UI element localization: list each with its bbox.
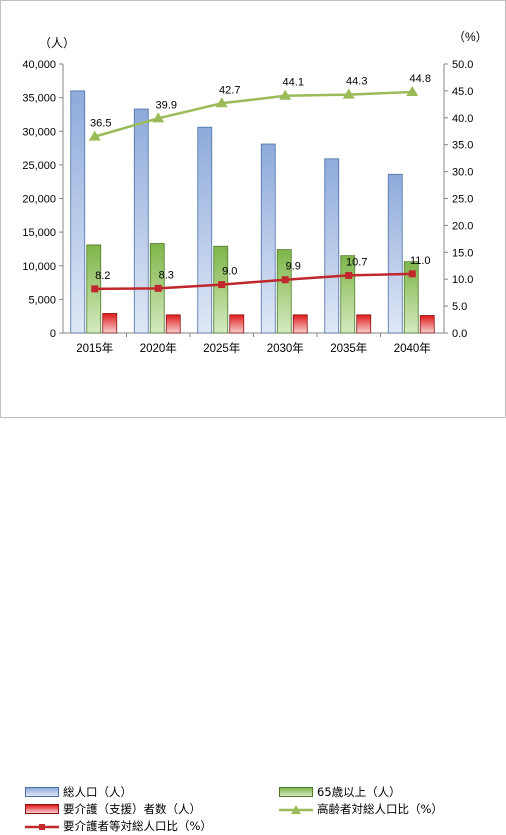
left-axis-unit: （人） bbox=[39, 36, 75, 50]
bar-care-recipients bbox=[292, 314, 308, 334]
x-tick-label: 2035年 bbox=[330, 341, 367, 355]
point-care-ratio bbox=[218, 281, 226, 289]
point-elderly-ratio bbox=[152, 112, 165, 123]
data-label-elderly-ratio: 44.1 bbox=[283, 77, 304, 89]
legend-label-elderly: 65歳以上（人） bbox=[317, 785, 401, 799]
data-label-care-ratio: 11.0 bbox=[410, 255, 431, 267]
left-tick-label: 10,000 bbox=[22, 261, 56, 273]
point-elderly-ratio bbox=[406, 85, 419, 96]
right-tick-label: 35.0 bbox=[452, 140, 473, 152]
x-tick-label: 2040年 bbox=[394, 341, 431, 355]
bar-care-recipients bbox=[102, 313, 118, 334]
legend-swatch-elderly bbox=[279, 787, 313, 797]
point-elderly-ratio bbox=[88, 130, 101, 141]
data-label-care-ratio: 8.3 bbox=[159, 269, 174, 281]
right-tick-label: 0.0 bbox=[452, 328, 467, 340]
right-tick-label: 5.0 bbox=[452, 301, 467, 313]
bar-total-population bbox=[324, 158, 340, 334]
right-tick-label: 45.0 bbox=[452, 86, 473, 98]
legend-item-total: 総人口（人） bbox=[25, 784, 132, 800]
legend-item-elderly: 65歳以上（人） bbox=[279, 784, 401, 800]
data-label-elderly-ratio: 44.3 bbox=[346, 76, 367, 88]
data-label-elderly-ratio: 39.9 bbox=[156, 99, 177, 111]
point-care-ratio bbox=[281, 276, 289, 284]
point-care-ratio bbox=[154, 284, 162, 292]
point-care-ratio bbox=[408, 270, 416, 278]
left-tick-label: 20,000 bbox=[22, 194, 56, 206]
x-tick-label: 2030年 bbox=[267, 341, 304, 355]
data-label-care-ratio: 9.9 bbox=[286, 261, 301, 273]
data-label-elderly-ratio: 44.8 bbox=[410, 73, 431, 85]
right-tick-label: 30.0 bbox=[452, 167, 473, 179]
right-tick-label: 15.0 bbox=[452, 247, 473, 259]
legend-item-care: 要介護（支援）者数（人） bbox=[25, 801, 201, 817]
bar-total-population bbox=[387, 173, 403, 334]
x-tick-label: 2020年 bbox=[140, 341, 177, 355]
legend-swatch-care bbox=[25, 804, 59, 814]
point-elderly-ratio bbox=[279, 89, 292, 100]
left-tick-label: 0 bbox=[50, 328, 56, 340]
point-care-ratio bbox=[345, 271, 353, 279]
right-tick-label: 20.0 bbox=[452, 220, 473, 232]
combo-chart: （人） （%） 0 5,000 10,000 15,000 20,000 25,000 30… bbox=[22, 30, 488, 355]
point-elderly-ratio bbox=[342, 88, 355, 99]
line-care-ratio bbox=[94, 272, 413, 291]
bar-total-population bbox=[260, 143, 276, 334]
legend-line-elderly-ratio bbox=[279, 804, 313, 814]
x-tick-label: 2025年 bbox=[203, 341, 240, 355]
data-label-care-ratio: 10.7 bbox=[346, 256, 367, 268]
right-tick-label: 50.0 bbox=[452, 59, 473, 71]
point-elderly-ratio bbox=[215, 97, 228, 108]
legend-label-total: 総人口（人） bbox=[63, 785, 132, 799]
left-tick-label: 35,000 bbox=[22, 93, 56, 105]
bar-care-recipients bbox=[419, 315, 435, 334]
point-care-ratio bbox=[91, 285, 99, 293]
bar-elderly-65plus bbox=[403, 261, 419, 334]
legend-item-care-ratio: 要介護者等対総人口比（%） bbox=[25, 818, 212, 834]
bar-elderly-65plus bbox=[213, 245, 229, 334]
data-label-care-ratio: 8.2 bbox=[95, 270, 110, 282]
right-tick-label: 10.0 bbox=[452, 274, 473, 286]
x-tick-label: 2015年 bbox=[76, 341, 113, 355]
legend-label-elderly-ratio: 高齢者対総人口比（%） bbox=[317, 802, 443, 816]
data-label-care-ratio: 9.0 bbox=[222, 266, 237, 278]
bar-total-population bbox=[133, 108, 149, 334]
bar-care-recipients bbox=[229, 314, 245, 334]
legend-item-elderly-ratio: 高齢者対総人口比（%） bbox=[279, 801, 443, 817]
left-tick-label: 40,000 bbox=[22, 59, 56, 71]
left-tick-label: 5,000 bbox=[28, 294, 56, 306]
bar-elderly-65plus bbox=[276, 249, 292, 334]
data-label-elderly-ratio: 36.5 bbox=[90, 118, 111, 130]
legend-swatch-total bbox=[25, 787, 59, 797]
left-tick-label: 25,000 bbox=[22, 160, 56, 172]
bar-care-recipients bbox=[356, 314, 372, 334]
right-tick-label: 40.0 bbox=[452, 113, 473, 125]
line-elderly-ratio bbox=[94, 90, 413, 138]
right-tick-label: 25.0 bbox=[452, 194, 473, 206]
data-label-elderly-ratio: 42.7 bbox=[219, 84, 240, 96]
left-tick-label: 15,000 bbox=[22, 227, 56, 239]
bar-total-population bbox=[70, 90, 86, 334]
bar-total-population bbox=[197, 126, 213, 334]
right-axis-unit: （%） bbox=[453, 30, 488, 44]
left-tick-label: 30,000 bbox=[22, 126, 56, 138]
legend-line-care-ratio bbox=[25, 821, 59, 831]
legend-label-care-ratio: 要介護者等対総人口比（%） bbox=[63, 819, 212, 833]
legend-label-care: 要介護（支援）者数（人） bbox=[63, 802, 201, 816]
bar-care-recipients bbox=[165, 314, 181, 334]
